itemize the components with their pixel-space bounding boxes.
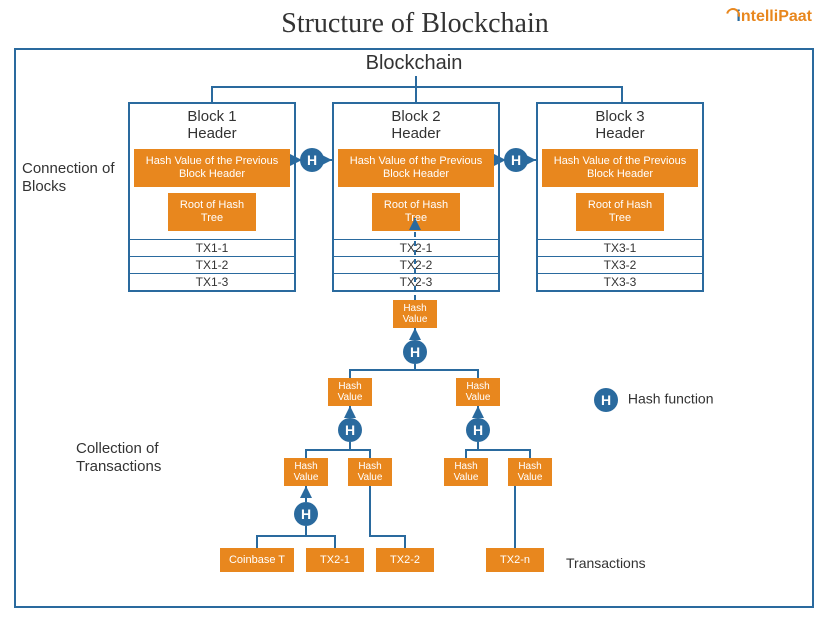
hash-prev-box: Hash Value of the Previous Block Header (338, 149, 494, 187)
transaction-box: TX2-n (486, 548, 544, 572)
tx-row: TX3-2 (538, 256, 702, 273)
tx-row: TX1-1 (130, 239, 294, 256)
block-2: Block 2Header Hash Value of the Previous… (332, 102, 500, 292)
tx-row: TX3-1 (538, 239, 702, 256)
hash-function-icon: H (403, 340, 427, 364)
collection-of-transactions-label: Collection of Transactions (76, 440, 216, 476)
blockchain-label: Blockchain (16, 52, 812, 75)
block-3: Block 3Header Hash Value of the Previous… (536, 102, 704, 292)
legend-hash-function: H Hash function (594, 388, 714, 412)
transaction-box: Coinbase T (220, 548, 294, 572)
logo-rest: ntelliPaat (741, 8, 812, 25)
connector-line (621, 86, 623, 102)
block-header-text: Block 3Header (595, 108, 644, 142)
tx-row: TX1-3 (130, 273, 294, 290)
transactions-label: Transactions (566, 555, 646, 571)
root-hash-box: Root of Hash Tree (168, 193, 256, 231)
tx-row: TX1-2 (130, 256, 294, 273)
tx-row: TX2-1 (334, 239, 498, 256)
block-header: Block 1Header (130, 104, 294, 147)
hash-prev-box: Hash Value of the Previous Block Header (134, 149, 290, 187)
connector-line (415, 86, 417, 102)
connector-line (211, 86, 213, 102)
page-title: Structure of Blockchain (0, 0, 830, 44)
block-header: Block 2Header (334, 104, 498, 147)
connection-of-blocks-label: Connection of Blocks (22, 160, 126, 196)
block-1: Block 1Header Hash Value of the Previous… (128, 102, 296, 292)
block-header-text: Block 2Header (391, 108, 440, 142)
transaction-box: TX2-2 (376, 548, 434, 572)
hash-value-box: Hash Value (393, 300, 437, 328)
transaction-box: TX2-1 (306, 548, 364, 572)
hash-value-box: Hash Value (348, 458, 392, 486)
hash-function-icon: H (300, 148, 324, 172)
hash-value-box: Hash Value (456, 378, 500, 406)
connector-line (415, 76, 417, 86)
legend-label: Hash function (628, 391, 714, 407)
hash-function-icon: H (466, 418, 490, 442)
diagram-outer-border: Blockchain Connection of Blocks Collecti… (14, 48, 814, 608)
tx-row: TX2-3 (334, 273, 498, 290)
hash-function-icon: H (294, 502, 318, 526)
root-hash-box: Root of Hash Tree (372, 193, 460, 231)
hash-function-icon: H (338, 418, 362, 442)
hash-function-icon: H (504, 148, 528, 172)
hash-prev-box: Hash Value of the Previous Block Header (542, 149, 698, 187)
hash-value-box: Hash Value (508, 458, 552, 486)
block-header: Block 3Header (538, 104, 702, 147)
hash-value-box: Hash Value (328, 378, 372, 406)
logo: intelliPaat (726, 8, 812, 26)
root-hash-box: Root of Hash Tree (576, 193, 664, 231)
hash-value-box: Hash Value (284, 458, 328, 486)
tx-row: TX2-2 (334, 256, 498, 273)
hash-function-icon: H (594, 388, 618, 412)
tx-row: TX3-3 (538, 273, 702, 290)
hash-value-box: Hash Value (444, 458, 488, 486)
block-header-text: Block 1Header (187, 108, 236, 142)
